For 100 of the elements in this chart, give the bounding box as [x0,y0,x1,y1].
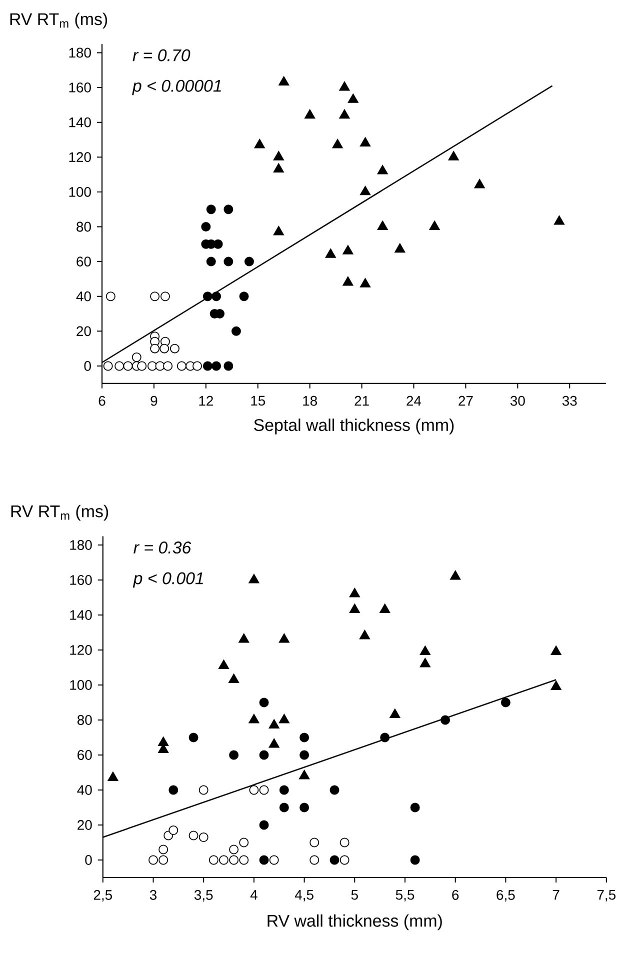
x-tick-label: 12 [199,396,213,406]
point [273,226,284,236]
y-tick-label: 80 [77,715,92,725]
point [198,832,208,842]
point [188,732,198,742]
y-axis-title: RV RT$_{m}$ (ms) [10,12,108,29]
point [360,278,371,288]
point [249,785,259,795]
y-tick-label: 180 [70,540,92,550]
point [390,708,400,718]
point [254,138,265,148]
point [206,204,216,214]
x-tick-label: 5 [351,890,358,900]
point [259,750,269,760]
point [268,719,280,728]
point [108,772,118,781]
x-tick-label: 3 [150,890,157,900]
point [349,588,360,598]
point [103,361,113,371]
point [299,770,310,780]
point [377,165,388,174]
point [259,855,269,865]
point [224,204,234,214]
y-tick-label: 60 [78,750,92,760]
point [114,361,124,371]
y-tick-label: 120 [70,645,92,655]
point [474,178,485,188]
x-axis-title: RV wall thickness (mm) [268,914,442,930]
point [123,361,133,371]
point [106,292,116,302]
point [310,855,320,865]
y-tick-label: 20 [76,326,91,336]
x-tick-label: 21 [354,396,369,406]
y-tick-label: 20 [78,820,92,830]
point [137,361,147,371]
y-tick-label: 0 [84,361,91,371]
point [218,855,228,865]
point [188,830,198,840]
x-tick-label: 7,5 [597,890,616,902]
x-tick-label: 5,5 [396,890,414,902]
point [304,109,316,119]
point [239,838,249,848]
y-tick-label: 100 [69,186,91,197]
point [202,361,212,371]
y-tick-label: 0 [85,855,92,865]
point [218,660,230,669]
point [360,186,371,196]
point [325,248,336,258]
point [394,243,406,253]
point [208,855,218,865]
point [278,76,290,86]
y-tick-label: 160 [69,82,91,92]
y-tick-label: 180 [69,48,91,58]
point [213,239,223,249]
point [192,361,202,371]
point [239,292,249,302]
x-tick-label: 18 [303,396,317,406]
point [224,256,234,266]
point [239,855,249,865]
point [160,344,170,354]
point [150,292,160,302]
point [360,137,371,146]
point [273,151,284,160]
point [201,222,211,232]
x-tick-label: 7 [552,890,560,900]
x-tick-label: 3,5 [194,890,213,902]
point [163,361,173,371]
annotation: p < 0.00001 [132,80,221,96]
y-tick-label: 100 [70,680,92,690]
y-tick-label: 140 [70,610,92,620]
point [176,361,186,371]
annotation: r = 0.70 [132,49,190,62]
point [155,361,165,371]
point [300,750,310,760]
point [500,698,510,708]
y-tick-label: 40 [77,785,92,795]
point [160,292,170,302]
x-tick-label: 33 [562,396,577,406]
point [349,604,360,613]
point [224,361,234,371]
point [420,646,430,655]
x-tick-label: 6 [98,396,106,406]
point [168,826,178,835]
point [330,855,340,865]
point [229,855,239,865]
point [212,292,222,302]
point [380,604,390,613]
point [238,633,250,643]
point [377,220,388,230]
point [332,138,343,148]
point [248,574,260,584]
point [259,820,269,830]
point [268,738,280,748]
point [170,344,180,354]
point [248,714,260,724]
point [342,245,354,254]
point [440,715,450,725]
y-tick-label: 60 [76,256,91,266]
point [202,292,212,302]
x-tick-label: 6 [452,890,459,900]
